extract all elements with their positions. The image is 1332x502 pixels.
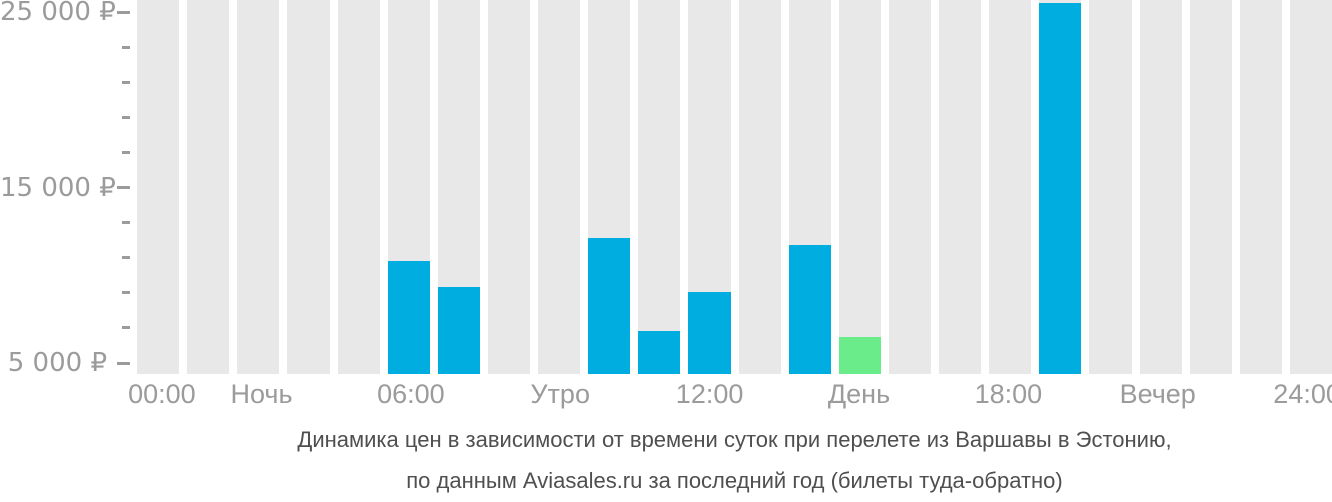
bar-column: [638, 0, 681, 374]
y-axis-major-tick: [117, 10, 130, 14]
price-bar: [1039, 3, 1082, 374]
bar-background: [337, 0, 380, 374]
bar-column: [187, 0, 230, 374]
bar-column: [137, 0, 180, 374]
bar-background: [838, 0, 881, 374]
y-axis-minor-tick: [122, 221, 130, 225]
price-bar: [588, 238, 631, 374]
bar-background: [1239, 0, 1282, 374]
x-axis-label: 18:00: [974, 379, 1043, 409]
bar-column: [437, 0, 480, 374]
y-axis-label: 5 000 ₽: [7, 348, 107, 378]
plot-area: [137, 0, 1332, 374]
y-axis-minor-tick: [122, 291, 130, 295]
bar-background: [287, 0, 330, 374]
price-bar: [437, 286, 480, 374]
y-axis-minor-tick: [122, 45, 130, 49]
bar-column: [1239, 0, 1282, 374]
bar-background: [738, 0, 781, 374]
price-bar: [638, 330, 681, 374]
x-axis-label: 24:00: [1273, 379, 1332, 409]
y-axis-minor-tick: [122, 80, 130, 84]
y-axis-label: 15 000 ₽: [0, 172, 116, 203]
bar-column: [1289, 0, 1332, 374]
y-axis-minor-tick: [122, 115, 130, 119]
bar-column: [588, 0, 631, 374]
x-axis-label: 12:00: [675, 379, 744, 409]
y-axis-major-tick: [117, 186, 130, 189]
bar-background: [487, 0, 530, 374]
bar-column: [989, 0, 1032, 374]
price-bar: [838, 336, 881, 374]
bar-background: [237, 0, 280, 374]
bar-column: [888, 0, 931, 374]
bar-column: [1189, 0, 1232, 374]
bar-background: [888, 0, 931, 374]
bar-column: [487, 0, 530, 374]
x-axis-label: 00:00: [128, 379, 196, 409]
bar-background: [187, 0, 230, 374]
bar-background: [638, 0, 681, 374]
bar-column: [939, 0, 982, 374]
y-axis-minor-tick: [122, 150, 130, 154]
bar-column: [1139, 0, 1182, 374]
x-axis-label: 06:00: [377, 379, 445, 409]
bar-background: [1089, 0, 1132, 374]
bar-column: [1039, 0, 1082, 374]
bar-background: [1289, 0, 1332, 374]
bar-column: [788, 0, 831, 374]
bar-column: [287, 0, 330, 374]
bar-column: [838, 0, 881, 374]
y-axis-minor-tick: [122, 326, 130, 330]
x-axis-label: День: [827, 379, 891, 409]
bar-column: [688, 0, 731, 374]
bar-column: [538, 0, 581, 374]
bar-background: [1189, 0, 1232, 374]
x-axis-label: Ночь: [230, 379, 293, 409]
bar-column: [738, 0, 781, 374]
y-axis-major-tick: [117, 361, 130, 365]
bar-background: [939, 0, 982, 374]
bar-background: [137, 0, 180, 374]
price-bar: [387, 261, 430, 374]
y-axis-minor-tick: [122, 256, 130, 260]
bar-background: [1139, 0, 1182, 374]
bar-background: [538, 0, 581, 374]
price-bar: [788, 245, 831, 374]
price-bar: [688, 291, 731, 374]
y-axis-label: 25 000 ₽: [0, 0, 116, 27]
bar-background: [989, 0, 1032, 374]
bar-column: [337, 0, 380, 374]
caption-line-1: Динамика цен в зависимости от времени су…: [297, 427, 1172, 452]
bar-column: [237, 0, 280, 374]
x-axis-label: Вечер: [1119, 379, 1196, 409]
caption-line-2: по данным Aviasales.ru за последний год …: [406, 468, 1063, 493]
bar-column: [1089, 0, 1132, 374]
x-axis-label: Утро: [530, 379, 590, 409]
bar-column: [387, 0, 430, 374]
